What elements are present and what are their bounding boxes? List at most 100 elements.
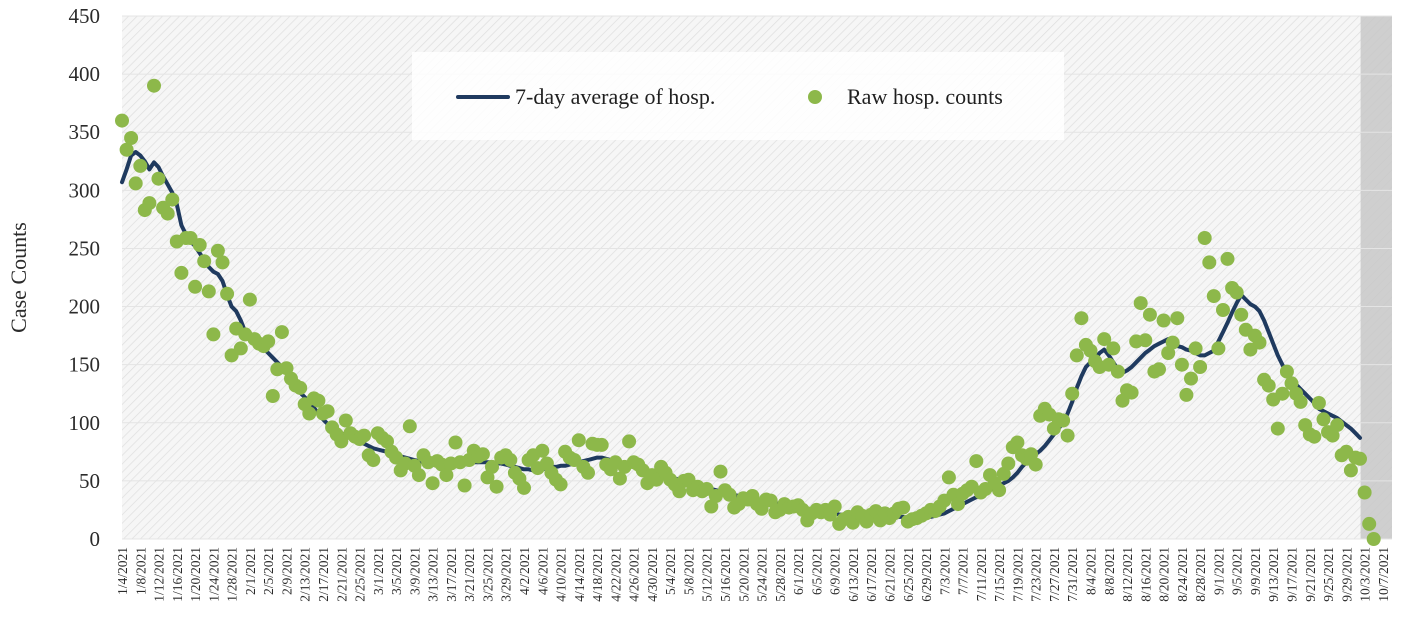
x-tick-label: 4/6/2021 [535,547,550,595]
data-point [403,419,417,433]
data-point [165,193,179,207]
x-tick-label: 7/3/2021 [937,547,952,595]
x-tick-label: 6/29/2021 [919,547,934,602]
data-point [1056,414,1070,428]
data-point [321,404,335,418]
data-point [206,327,220,341]
x-tick-label: 4/10/2021 [554,547,569,602]
data-point [1198,231,1212,245]
x-axis-ticks: 1/4/2021 1/8/2021 1/12/2021 1/16/2021 1/20/2… [115,547,1391,602]
x-tick-label: 1/12/2021 [152,547,167,602]
data-point [1001,457,1015,471]
data-point [503,453,517,467]
x-tick-label: 4/18/2021 [590,547,605,602]
data-point [188,280,202,294]
data-point [458,479,472,493]
data-point [1216,303,1230,317]
x-tick-label: 3/5/2021 [389,547,404,595]
data-point [1065,387,1079,401]
x-tick-label: 1/8/2021 [133,547,148,595]
x-tick-label: 5/20/2021 [736,547,751,602]
x-tick-label: 1/20/2021 [188,547,203,602]
y-tick-label: 400 [69,62,101,86]
legend-dot-marker [808,90,822,104]
data-point [412,468,426,482]
data-point [115,114,129,128]
x-tick-label: 2/25/2021 [353,547,368,602]
x-tick-label: 8/16/2021 [1138,547,1153,602]
x-tick-label: 9/29/2021 [1339,547,1354,602]
data-point [517,481,531,495]
x-tick-label: 9/21/2021 [1303,547,1318,602]
data-point [216,255,230,269]
data-point [1152,362,1166,376]
y-tick-label: 100 [69,411,101,435]
data-point [1367,532,1381,546]
data-point [942,470,956,484]
y-tick-label: 350 [69,120,101,144]
x-tick-label: 9/13/2021 [1266,547,1281,602]
x-tick-label: 8/28/2021 [1193,547,1208,602]
data-point [1170,311,1184,325]
data-point [1202,255,1216,269]
data-point [490,480,504,494]
x-tick-label: 2/5/2021 [261,547,276,595]
data-point [302,407,316,421]
x-tick-label: 7/19/2021 [1010,547,1025,602]
data-point [714,465,728,479]
data-point [1157,314,1171,328]
data-point [1125,386,1139,400]
data-point [1317,412,1331,426]
data-point [1179,388,1193,402]
x-tick-label: 7/7/2021 [956,547,971,595]
x-tick-label: 8/20/2021 [1157,547,1172,602]
legend-label-raw: Raw hosp. counts [847,84,1003,109]
data-point [1138,333,1152,347]
x-tick-label: 9/25/2021 [1321,547,1336,602]
data-point [197,254,211,268]
data-point [202,284,216,298]
data-point [1307,430,1321,444]
x-tick-label: 3/1/2021 [371,547,386,595]
x-tick-label: 6/9/2021 [828,547,843,595]
data-point [147,79,161,93]
data-point [1234,308,1248,322]
data-point [339,414,353,428]
x-tick-label: 3/17/2021 [444,547,459,602]
x-tick-label: 5/4/2021 [663,547,678,595]
x-tick-label: 7/23/2021 [1029,547,1044,602]
data-point [220,287,234,301]
data-point [1353,452,1367,466]
x-tick-label: 4/30/2021 [645,547,660,602]
data-point [1294,395,1308,409]
data-point [1312,396,1326,410]
data-point [1207,289,1221,303]
data-point [572,433,586,447]
x-tick-label: 7/15/2021 [992,547,1007,602]
x-tick-label: 7/11/2021 [974,547,989,601]
data-point [311,394,325,408]
data-point [124,131,138,145]
data-point [243,293,257,307]
data-point [1061,429,1075,443]
x-tick-label: 7/31/2021 [1065,547,1080,602]
data-point [476,447,490,461]
x-tick-label: 6/5/2021 [809,547,824,595]
x-tick-label: 2/17/2021 [316,547,331,602]
x-tick-label: 6/25/2021 [901,547,916,602]
data-point [581,466,595,480]
data-point [275,325,289,339]
data-point [828,500,842,514]
x-tick-label: 5/12/2021 [700,547,715,602]
x-tick-label: 9/5/2021 [1230,547,1245,595]
x-tick-label: 2/21/2021 [334,547,349,602]
data-point [1358,486,1372,500]
x-tick-label: 6/21/2021 [882,547,897,602]
x-tick-label: 8/8/2021 [1102,547,1117,595]
data-point [622,434,636,448]
x-tick-label: 10/7/2021 [1376,547,1391,602]
x-tick-label: 3/13/2021 [426,547,441,602]
data-point [1189,341,1203,355]
x-tick-label: 6/17/2021 [864,547,879,602]
data-point [1362,517,1376,531]
